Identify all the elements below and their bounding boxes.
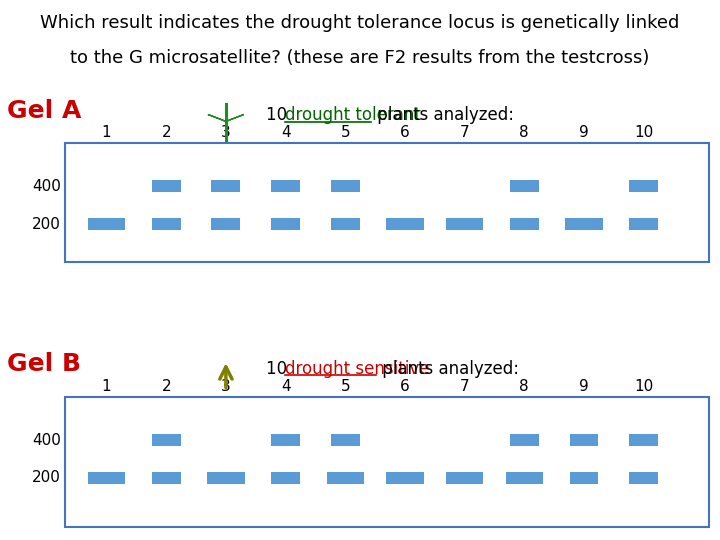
Text: 10: 10 <box>266 106 292 124</box>
Text: 10: 10 <box>634 379 653 394</box>
Bar <box>505 472 543 484</box>
Bar <box>271 434 300 446</box>
Text: Gel A: Gel A <box>7 99 81 123</box>
Text: 7: 7 <box>460 379 469 394</box>
Text: 5: 5 <box>341 379 350 394</box>
Text: 4: 4 <box>281 379 290 394</box>
Bar <box>271 472 300 484</box>
Text: 6: 6 <box>400 379 410 394</box>
Bar <box>390 472 419 484</box>
Text: drought tolerant: drought tolerant <box>285 106 420 124</box>
Bar <box>326 472 364 484</box>
Bar <box>570 434 598 446</box>
Text: 10: 10 <box>634 125 653 140</box>
Text: Which result indicates the drought tolerance locus is genetically linked: Which result indicates the drought toler… <box>40 14 680 31</box>
Bar <box>152 434 181 446</box>
Bar <box>65 397 709 526</box>
Bar <box>570 472 598 484</box>
Bar <box>510 218 539 230</box>
Bar <box>565 218 603 230</box>
Text: plants analyzed:: plants analyzed: <box>372 106 514 124</box>
Text: 2: 2 <box>161 125 171 140</box>
Text: 10: 10 <box>266 360 292 378</box>
Text: 4: 4 <box>281 125 290 140</box>
Bar <box>152 180 181 192</box>
Polygon shape <box>226 114 244 122</box>
Bar <box>330 180 359 192</box>
Text: 400: 400 <box>32 433 61 448</box>
Text: to the G microsatellite? (these are F2 results from the testcross): to the G microsatellite? (these are F2 r… <box>71 49 649 66</box>
Text: drought sensitive: drought sensitive <box>285 360 429 378</box>
Bar <box>629 472 658 484</box>
Bar <box>330 218 359 230</box>
Polygon shape <box>208 114 226 122</box>
Bar <box>212 218 240 230</box>
Text: 200: 200 <box>32 470 61 485</box>
Bar <box>88 472 125 484</box>
Text: 6: 6 <box>400 125 410 140</box>
Bar <box>88 218 125 230</box>
Text: 3: 3 <box>221 125 231 140</box>
Bar <box>386 472 423 484</box>
Text: plants analyzed:: plants analyzed: <box>377 360 519 378</box>
Text: 7: 7 <box>460 125 469 140</box>
Text: Gel B: Gel B <box>7 353 81 376</box>
Text: 400: 400 <box>32 179 61 194</box>
Text: 8: 8 <box>519 379 529 394</box>
Text: 9: 9 <box>579 379 589 394</box>
Text: 8: 8 <box>519 125 529 140</box>
Text: 2: 2 <box>161 379 171 394</box>
Bar <box>207 472 245 484</box>
Bar <box>629 434 658 446</box>
Bar <box>446 218 483 230</box>
Text: 3: 3 <box>221 379 231 394</box>
Bar <box>510 180 539 192</box>
Bar <box>271 218 300 230</box>
Bar <box>212 180 240 192</box>
Bar <box>446 472 483 484</box>
Bar <box>386 218 423 230</box>
Text: 5: 5 <box>341 125 350 140</box>
Text: 1: 1 <box>102 125 112 140</box>
Bar <box>629 218 658 230</box>
Bar <box>510 434 539 446</box>
Bar <box>152 472 181 484</box>
Text: 1: 1 <box>102 379 112 394</box>
Bar <box>152 218 181 230</box>
Text: 9: 9 <box>579 125 589 140</box>
Bar <box>271 180 300 192</box>
Bar <box>65 143 709 262</box>
Bar <box>629 180 658 192</box>
Text: 200: 200 <box>32 217 61 232</box>
Bar <box>330 434 359 446</box>
